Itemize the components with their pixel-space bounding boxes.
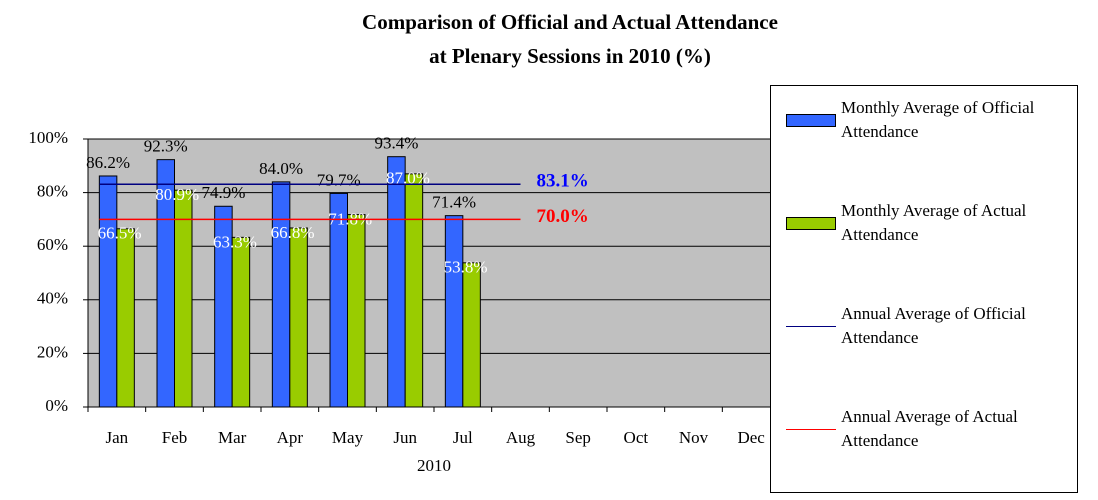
x-tick-label: Nov — [679, 428, 709, 447]
swatch-mark — [786, 216, 836, 230]
x-tick-label: Apr — [277, 428, 304, 447]
x-tick-label: Sep — [565, 428, 591, 447]
data-label: 84.0% — [259, 159, 303, 178]
y-tick-label: 40% — [37, 289, 68, 308]
x-tick-label: Jan — [105, 428, 128, 447]
chart-title: Comparison of Official and Actual Attend… — [362, 10, 778, 34]
data-label: 74.9% — [201, 183, 245, 202]
bar — [387, 156, 406, 408]
bar — [289, 227, 308, 408]
legend-swatch — [781, 428, 841, 430]
bar — [462, 262, 481, 408]
x-tick-label: May — [332, 428, 364, 447]
legend-label: Annual Average of Actual Attendance — [841, 407, 1018, 450]
average-label: 83.1% — [537, 171, 589, 192]
x-tick-label: Jul — [453, 428, 473, 447]
legend-swatch — [781, 325, 841, 327]
legend-entry: Monthly Average of Actual Attendance — [781, 193, 1071, 253]
bar — [444, 215, 464, 408]
data-label: 66.5% — [98, 224, 142, 243]
legend: Monthly Average of Official Attendance Mo… — [770, 85, 1078, 493]
bar — [404, 173, 424, 408]
average-label: 70.0% — [537, 206, 589, 227]
data-label: 63.3% — [213, 232, 257, 251]
legend-swatch — [781, 216, 841, 230]
data-label: 80.9% — [155, 185, 199, 204]
bar — [174, 189, 193, 408]
x-tick-label: Feb — [162, 428, 188, 447]
data-label: 66.8% — [271, 223, 315, 242]
y-tick-label: 80% — [37, 182, 68, 201]
legend-label: Monthly Average of Official Attendance — [841, 98, 1035, 141]
bar — [347, 214, 366, 408]
data-label: 92.3% — [144, 137, 188, 156]
swatch-mark — [786, 325, 836, 327]
swatch-mark — [786, 113, 836, 127]
data-label: 71.4% — [432, 193, 476, 212]
legend-entry: Annual Average of Official Attendance — [781, 296, 1071, 356]
bar — [231, 236, 251, 408]
legend-entry: Monthly Average of Official Attendance — [781, 90, 1071, 150]
x-axis-label: 2010 — [417, 456, 451, 475]
data-label: 93.4% — [374, 134, 418, 153]
legend-swatch — [781, 113, 841, 127]
legend-entry: Annual Average of Actual Attendance — [781, 399, 1071, 459]
data-label: 79.7% — [317, 170, 361, 189]
x-tick-label: Mar — [218, 428, 247, 447]
x-tick-label: Dec — [737, 428, 765, 447]
data-label: 86.2% — [86, 153, 130, 172]
y-tick-label: 0% — [45, 396, 68, 415]
bar — [98, 175, 118, 408]
y-tick-label: 20% — [37, 342, 68, 361]
bar — [271, 181, 291, 408]
bar — [116, 228, 135, 408]
y-tick-label: 60% — [37, 235, 68, 254]
x-tick-label: Aug — [506, 428, 536, 447]
legend-label: Monthly Average of Actual Attendance — [841, 201, 1027, 244]
chart-title: at Plenary Sessions in 2010 (%) — [429, 44, 711, 68]
data-label: 53.8% — [444, 258, 488, 277]
data-label: 87.0% — [386, 169, 430, 188]
y-tick-label: 100% — [28, 128, 68, 147]
x-tick-label: Jun — [393, 428, 417, 447]
swatch-mark — [786, 428, 836, 430]
legend-label: Annual Average of Official Attendance — [841, 304, 1026, 347]
x-tick-label: Oct — [624, 428, 649, 447]
